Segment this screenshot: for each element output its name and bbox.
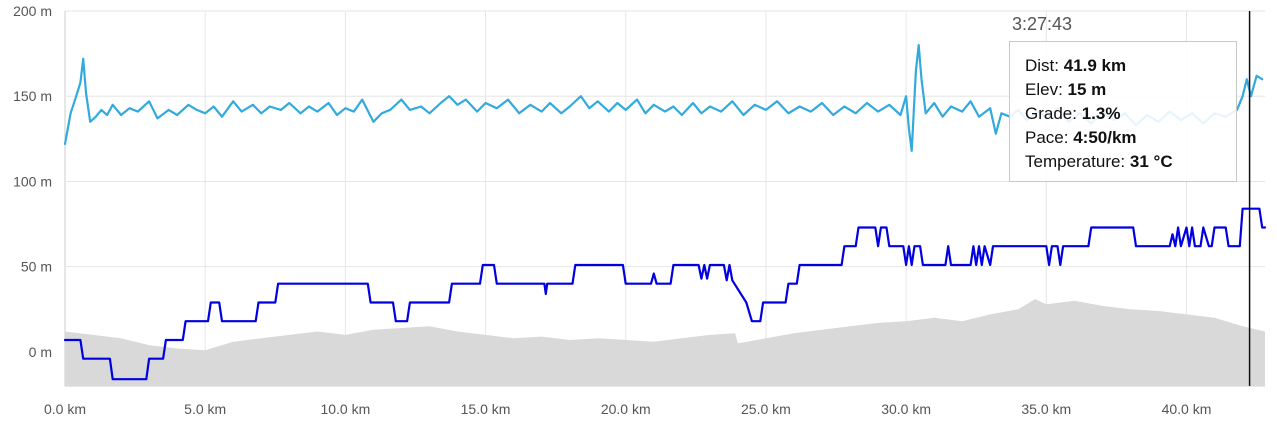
x-tick-label: 20.0 km [601,401,651,417]
tooltip-dist: Dist: 41.9 km [1025,54,1236,78]
x-tick-label: 40.0 km [1162,401,1212,417]
x-tick-label: 30.0 km [881,401,931,417]
tooltip-elev-value: 15 m [1067,80,1107,99]
tooltip-dist-label: Dist: [1025,56,1059,75]
x-tick-label: 25.0 km [741,401,791,417]
y-tick-label: 50 m [21,259,52,275]
tooltip-elev: Elev: 15 m [1025,78,1236,102]
tooltip-temperature: Temperature: 31 °C [1025,150,1236,174]
tooltip-pace-label: Pace: [1025,128,1069,147]
tooltip-temperature-label: Temperature: [1025,152,1126,171]
x-tick-label: 0.0 km [44,401,86,417]
y-tick-label: 0 m [29,344,52,360]
tooltip-pace-value: 4:50/km [1073,128,1137,147]
x-tick-label: 15.0 km [461,401,511,417]
y-tick-label: 150 m [13,88,52,104]
tooltip-pace: Pace: 4:50/km [1025,126,1236,150]
tooltip-dist-value: 41.9 km [1063,56,1127,75]
tooltip-panel: Dist: 41.9 km Elev: 15 m Grade: 1.3% Pac… [1009,41,1237,182]
axis-ticks: 0 m 50 m 100 m 150 m 200 m 0.0 km 5.0 km 10.0 k… [13,3,1211,417]
x-tick-label: 35.0 km [1021,401,1071,417]
tooltip-grade: Grade: 1.3% [1025,102,1236,126]
elevation-area-layer [65,299,1265,386]
tooltip-temperature-value: 31 °C [1129,152,1173,171]
elevation-line [63,207,1267,381]
tooltip-time: 3:27:43 [1012,14,1073,34]
y-tick-label: 200 m [13,3,52,19]
tooltip-grade-value: 1.3% [1081,104,1121,123]
elevation-area [65,299,1265,386]
x-tick-label: 5.0 km [184,401,226,417]
y-tick-label: 100 m [13,173,52,189]
tooltip-elev-label: Elev: [1025,80,1063,99]
tooltip-grade-label: Grade: [1025,104,1077,123]
x-tick-label: 10.0 km [320,401,370,417]
